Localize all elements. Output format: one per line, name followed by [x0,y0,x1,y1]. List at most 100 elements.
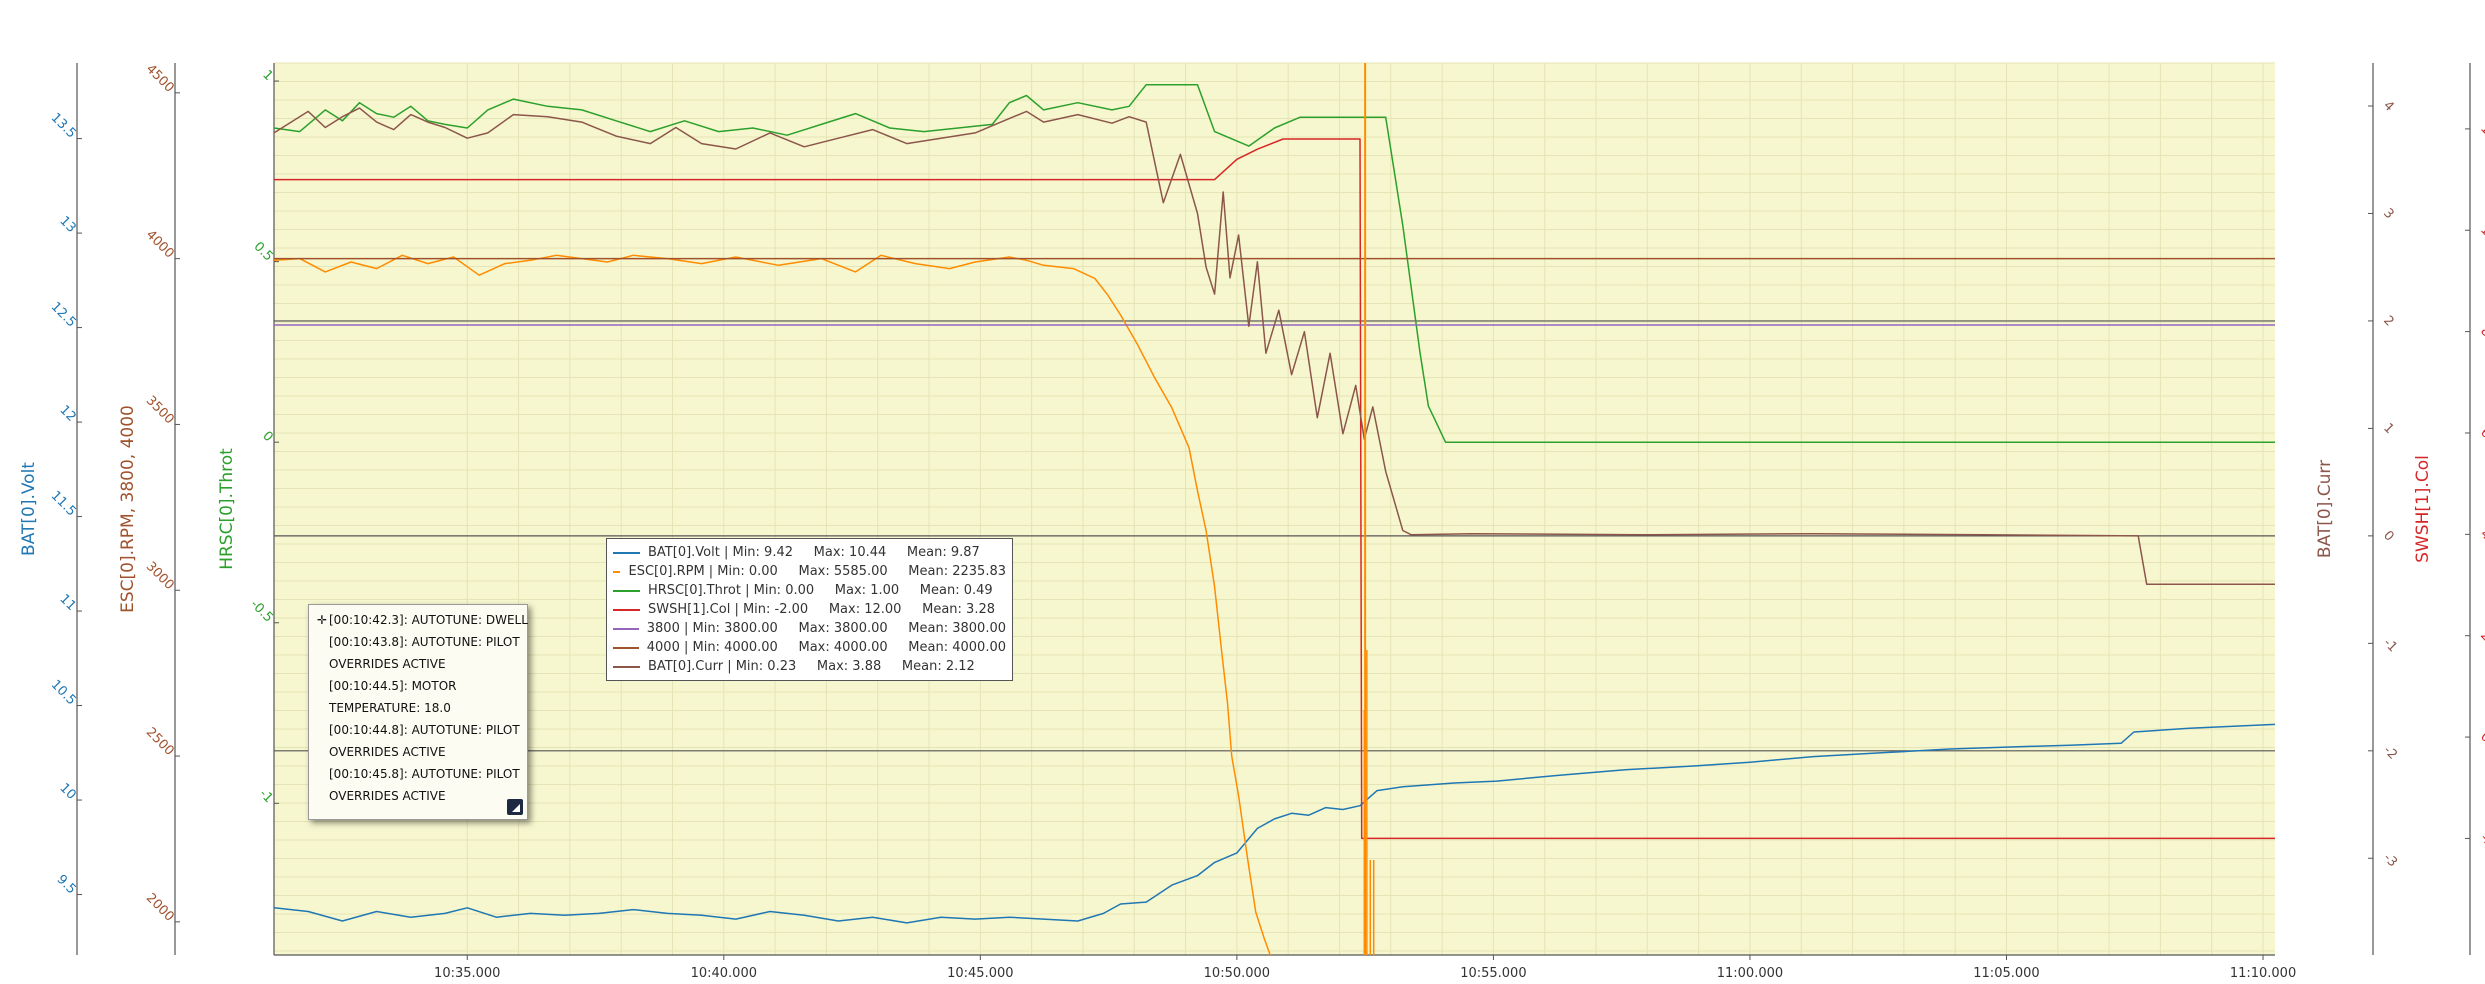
swsh_col-tick-label: 6 [2477,425,2485,441]
tooltip-text: [00:10:45.8]: AUTOTUNE: PILOT [329,767,520,781]
event-tooltip[interactable]: ✛ [00:10:42.3]: AUTOTUNE: DWELL [00:10:43.… [308,604,528,820]
tooltip-lines: ✛ [00:10:42.3]: AUTOTUNE: DWELL [00:10:43.… [317,609,528,807]
legend-item[interactable]: 4000 | Min: 4000.00 Max: 4000.00 Mean: 4… [613,638,1006,657]
legend-item[interactable]: ESC[0].RPM | Min: 0.00 Max: 5585.00 Mean… [613,562,1006,581]
tooltip-line: TEMPERATURE: 18.0 [317,697,519,719]
bat_curr-tick-label: 0 [2380,528,2396,544]
bat_curr-tick-label: -1 [2380,636,2400,656]
legend-item[interactable]: SWSH[1].Col | Min: -2.00 Max: 12.00 Mean… [613,600,1006,619]
tooltip-line: [00:10:44.5]: MOTOR [317,675,519,697]
tooltip-line: [00:10:43.8]: AUTOTUNE: PILOT [317,631,520,653]
legend-swatch [613,570,621,573]
move-icon[interactable]: ✛ [317,613,328,627]
bat_volt-tick-label: 11 [56,592,78,614]
swsh_col-tick-label: 0 [2477,729,2485,745]
esc_rpm-tick-label: 3500 [143,393,177,427]
tooltip-line: [00:10:45.8]: AUTOTUNE: PILOT [317,763,520,785]
legend-label: ESC[0].RPM | Min: 0.00 Max: 5585.00 Mean… [628,564,1006,579]
swsh_col-tick-label: -2 [2477,831,2485,851]
legend-label: 3800 | Min: 3800.00 Max: 3800.00 Mean: 3… [646,621,1006,636]
esc_rpm-tick-label: 4000 [143,227,177,261]
x-tick-label: 10:40.000 [691,966,757,981]
series-line-swsh-1-col [274,138,2275,840]
legend-label: 4000 | Min: 4000.00 Max: 4000.00 Mean: 4… [646,640,1006,655]
bat_curr-tick-label: 4 [2380,98,2396,114]
bat_volt-axis-title: BAT[0].Volt [19,462,39,556]
swsh_col-tick-label: 8 [2477,324,2485,340]
tooltip-line: OVERRIDES ACTIVE [317,653,519,675]
bat_volt-tick-label: 9.5 [54,872,79,897]
legend-swatch [613,551,640,554]
swsh_col-tick-label: 2 [2477,628,2485,644]
bat_curr-tick-label: -3 [2380,850,2400,870]
tooltip-text: OVERRIDES ACTIVE [329,657,446,671]
esc_rpm-tick-label: 3000 [143,559,177,593]
tooltip-line: OVERRIDES ACTIVE [317,785,519,807]
bat_volt-tick-label: 13.5 [48,110,79,141]
hrsc_throt-tick-label: 1 [259,67,275,83]
bat_curr-tick-label: -2 [2380,743,2400,763]
swsh_col-axis-title: SWSH[1].Col [2413,455,2433,563]
bat_volt-tick-label: 10 [56,781,78,803]
tooltip-text: [00:10:44.5]: MOTOR [329,679,457,693]
legend-item[interactable]: HRSC[0].Throt | Min: 0.00 Max: 1.00 Mean… [613,581,1006,600]
legend-swatch [613,665,640,668]
hrsc_throt-tick-label: -0.5 [247,597,276,626]
bat_volt-tick-label: 12.5 [48,299,79,330]
bat_volt-tick-label: 11.5 [48,488,79,519]
resize-handle-icon[interactable] [507,799,523,815]
series-line-hrsc-0-throt [274,83,2275,443]
bat_curr-tick-label: 2 [2380,313,2396,329]
x-tick-label: 11:05.000 [1973,966,2039,981]
bat_volt-tick-label: 12 [56,403,78,425]
x-tick-label: 10:35.000 [434,966,500,981]
bat_volt-tick-label: 13 [56,214,78,236]
tooltip-line: ✛ [00:10:42.3]: AUTOTUNE: DWELL [317,609,528,631]
legend-item[interactable]: 3800 | Min: 3800.00 Max: 3800.00 Mean: 3… [613,619,1006,638]
series-line-bat-0-curr [274,107,2275,585]
plot-background [274,63,2275,955]
x-tick-label: 10:50.000 [1204,966,1270,981]
legend-item[interactable]: BAT[0].Volt | Min: 9.42 Max: 10.44 Mean:… [613,543,1006,562]
x-tick-label: 10:55.000 [1460,966,1526,981]
legend-swatch [613,627,639,630]
hrsc_throt-tick-label: -1 [256,786,276,806]
swsh_col-tick-label: 10 [2477,222,2485,244]
esc_rpm-tick-label: 4500 [143,62,177,96]
hrsc_throt-tick-label: 0.5 [251,239,276,264]
series-line-bat-0-volt [274,723,2275,924]
legend-label: HRSC[0].Throt | Min: 0.00 Max: 1.00 Mean… [648,583,993,598]
tooltip-text: [00:10:42.3]: AUTOTUNE: DWELL [329,613,528,627]
legend-item[interactable]: BAT[0].Curr | Min: 0.23 Max: 3.88 Mean: … [613,657,1006,676]
tooltip-line: [00:10:44.8]: AUTOTUNE: PILOT [317,719,520,741]
series-lines [274,63,2275,955]
esc_rpm-tick-label: 2000 [143,891,177,925]
esc_rpm-tick-label: 2500 [143,725,177,759]
tooltip-line: OVERRIDES ACTIVE [317,741,519,763]
tooltip-text: [00:10:43.8]: AUTOTUNE: PILOT [329,635,520,649]
bat_curr-tick-label: 1 [2380,421,2396,437]
legend-swatch [613,646,639,649]
tooltip-text: OVERRIDES ACTIVE [329,789,446,803]
grid [274,62,2275,955]
legend-label: SWSH[1].Col | Min: -2.00 Max: 12.00 Mean… [648,602,995,617]
swsh_col-tick-label: 4 [2477,527,2485,543]
reference-lines [274,320,2275,752]
legend[interactable]: BAT[0].Volt | Min: 9.42 Max: 10.44 Mean:… [606,538,1013,681]
swsh_col-tick-label: 12 [2477,121,2485,143]
legend-label: BAT[0].Curr | Min: 0.23 Max: 3.88 Mean: … [648,659,975,674]
hrsc_throt-axis-title: HRSC[0].Throt [217,448,237,570]
x-tick-label: 10:45.000 [947,966,1013,981]
bat_curr-tick-label: 3 [2380,206,2396,222]
tooltip-text: [00:10:44.8]: AUTOTUNE: PILOT [329,723,520,737]
legend-label: BAT[0].Volt | Min: 9.42 Max: 10.44 Mean:… [648,545,980,560]
bat_curr-axis-title: BAT[0].Curr [2315,460,2335,558]
legend-swatch [613,608,640,611]
x-tick-label: 11:00.000 [1717,966,1783,981]
legend-swatch [613,589,640,592]
esc_rpm-axis-title: ESC[0].RPM, 3800, 4000 [118,405,138,613]
bat_volt-tick-label: 10.5 [48,677,79,708]
hrsc_throt-tick-label: 0 [259,429,275,445]
x-tick-label: 11:10.000 [2230,966,2296,981]
